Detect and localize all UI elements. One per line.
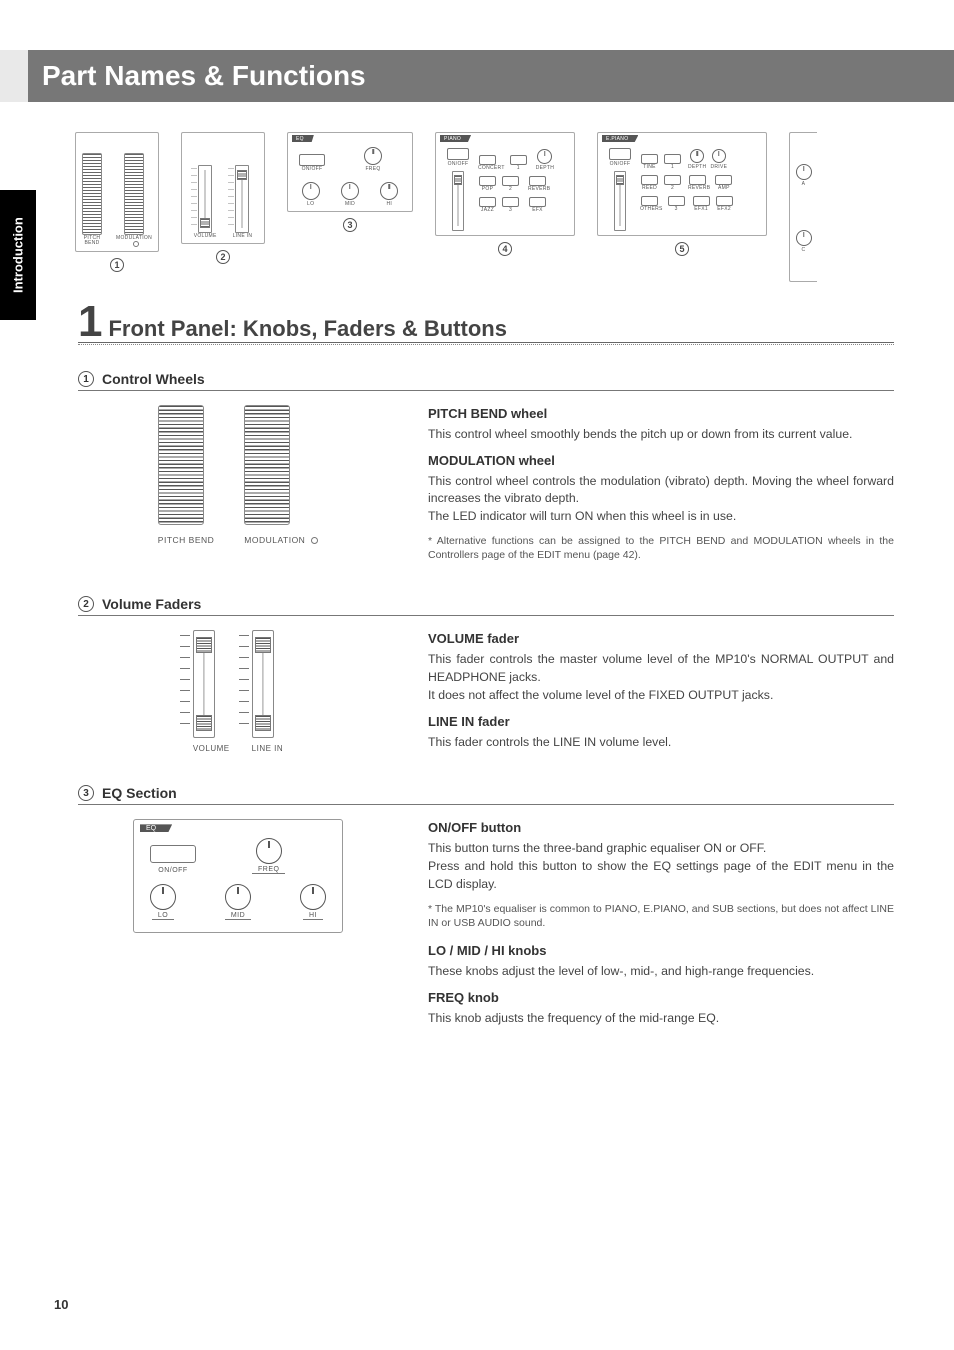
mid-knob-mini [341, 182, 359, 200]
page-number: 10 [54, 1297, 68, 1312]
modulation-wheel-detail [244, 405, 290, 525]
lbl-modulation: MODULATION [116, 236, 152, 247]
h-onoff: ON/OFF button [428, 819, 894, 838]
subsection-eq: 3 EQ Section EQ ON/OFF FREQ LO MID HI ON… [50, 785, 894, 1035]
note-wheels: Alternative functions can be assigned to… [428, 534, 894, 562]
piano-onoff-mini [447, 148, 469, 160]
panel-num-4: 4 [498, 242, 512, 256]
sub-title-2: Volume Faders [102, 596, 201, 612]
volume-fader-mini [198, 165, 212, 233]
panel-epiano: E.PIANO ON/OFF TINE1DEPTHDRIVE REED2REVE… [597, 132, 767, 236]
h-modulation: MODULATION wheel [428, 452, 894, 471]
sub-title-1: Control Wheels [102, 371, 205, 387]
panel-volume-faders: VOLUME LINE IN [181, 132, 265, 244]
p-modulation-a: This control wheel controls the modulati… [428, 473, 894, 509]
sub-num-2: 2 [78, 596, 94, 612]
h-lomidhi: LO / MID / HI knobs [428, 942, 894, 961]
lbl-volume: VOLUME [194, 234, 217, 239]
panel-eq: EQ ON/OFF FREQ LO MID HI [287, 132, 413, 212]
eq-onoff-mini [299, 154, 325, 166]
h-pitchbend: PITCH BEND wheel [428, 405, 894, 424]
h-lineinfader: LINE IN fader [428, 713, 894, 732]
eq-box-detail: EQ ON/OFF FREQ LO MID HI [133, 819, 343, 933]
lbl-linein: LINE IN [233, 234, 253, 239]
panel-diagram-strip: PITCH BEND MODULATION 1 VOLUME LINE IN 2… [50, 132, 894, 282]
p-freq: This knob adjusts the frequency of the m… [428, 1010, 894, 1028]
h-volumefader: VOLUME fader [428, 630, 894, 649]
p-volumefader-a: This fader controls the master volume le… [428, 651, 894, 687]
panel-piano: PIANO ON/OFF CONCERT1DEPTH POP2REVERB JA… [435, 132, 575, 236]
subsection-control-wheels: 1 Control Wheels PITCH BEND MODULATION P… [50, 371, 894, 570]
pitch-bend-wheel-detail [158, 405, 204, 525]
volume-fader-detail [193, 630, 215, 738]
freq-knob-mini [364, 147, 382, 165]
p-onoff-b: Press and hold this button to show the E… [428, 858, 894, 894]
eq-header-mini: EQ [292, 135, 314, 142]
page-title: Part Names & Functions [42, 60, 366, 91]
sub-title-3: EQ Section [102, 785, 177, 801]
hi-knob-mini [380, 182, 398, 200]
subsection-volume-faders: 2 Volume Faders VOLUME LINE IN VOLUME fa… [50, 596, 894, 759]
section-title: Front Panel: Knobs, Faders & Buttons [108, 316, 506, 342]
hi-knob-detail [300, 884, 326, 910]
linein-fader-detail [252, 630, 274, 738]
p-lomidhi: These knobs adjust the level of low-, mi… [428, 963, 894, 981]
page-title-bar: Part Names & Functions [0, 50, 954, 102]
p-onoff-a: This button turns the three-band graphic… [428, 840, 894, 858]
pitch-bend-wheel-mini [82, 153, 102, 235]
panel-control-wheels: PITCH BEND MODULATION [75, 132, 159, 252]
p-pitchbend: This control wheel smoothly bends the pi… [428, 426, 894, 444]
panel-partial: A C [789, 132, 817, 282]
lo-knob-mini [302, 182, 320, 200]
note-eq: The MP10's equaliser is common to PIANO,… [428, 902, 894, 930]
lbl-pitchbend: PITCH BEND [82, 236, 102, 246]
panel-num-1: 1 [110, 258, 124, 272]
freq-knob-detail [256, 838, 282, 864]
modulation-wheel-mini [124, 153, 144, 235]
p-modulation-b: The LED indicator will turn ON when this… [428, 508, 894, 526]
p-volumefader-b: It does not affect the volume level of t… [428, 687, 894, 705]
panel-num-5: 5 [675, 242, 689, 256]
lo-knob-detail [150, 884, 176, 910]
sub-num-3: 3 [78, 785, 94, 801]
h-freq: FREQ knob [428, 989, 894, 1008]
sub-num-1: 1 [78, 371, 94, 387]
panel-num-3: 3 [343, 218, 357, 232]
panel-num-2: 2 [216, 250, 230, 264]
piano-header-mini: PIANO [440, 135, 471, 142]
side-tab-introduction: Introduction [0, 190, 36, 320]
p-lineinfader: This fader controls the LINE IN volume l… [428, 734, 894, 752]
section-1: 1 Front Panel: Knobs, Faders & Buttons [50, 302, 894, 345]
eq-onoff-detail [150, 845, 196, 863]
linein-fader-mini [235, 165, 249, 233]
mid-knob-detail [225, 884, 251, 910]
epiano-header-mini: E.PIANO [602, 135, 638, 142]
piano-fader-mini [452, 171, 464, 231]
section-number: 1 [78, 302, 102, 342]
